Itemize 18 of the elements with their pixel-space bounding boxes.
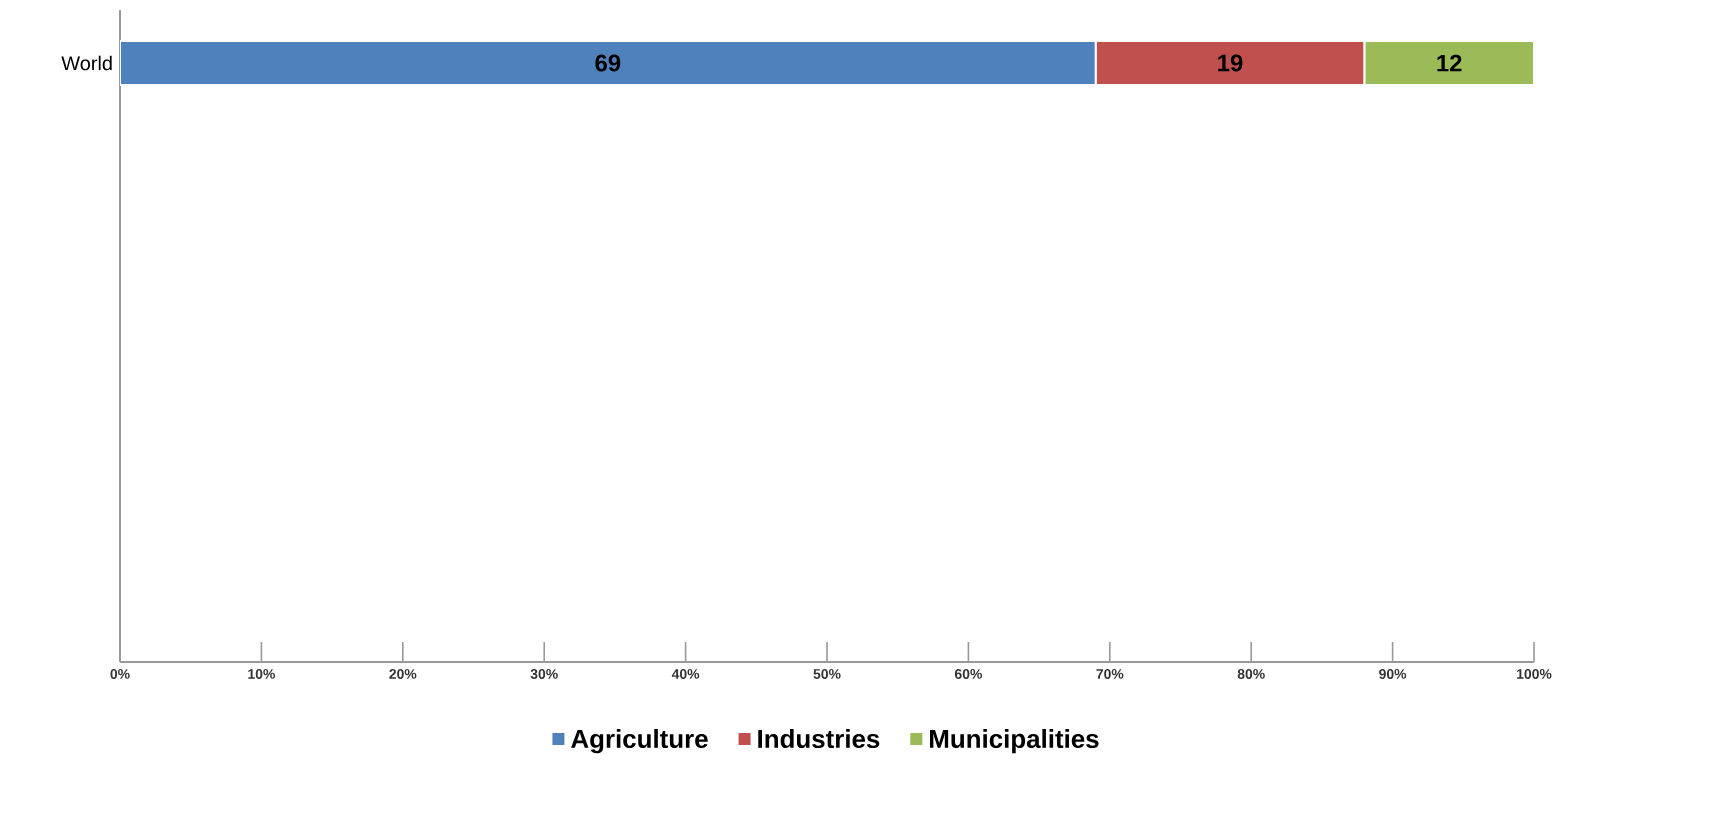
legend-label: Municipalities	[930, 729, 1099, 754]
x-tick-label: 40%	[671, 669, 700, 679]
data-label: 69	[595, 54, 621, 72]
y-tick-label: World	[61, 55, 112, 71]
x-tick-label: 20%	[389, 669, 417, 679]
legend-label: Industries	[758, 729, 880, 749]
x-tick-label: 30%	[530, 669, 558, 679]
x-tick-label: 100%	[1517, 669, 1552, 679]
x-tick-label: 60%	[954, 669, 982, 679]
x-tick-label: 0%	[110, 669, 130, 679]
data-label: 19	[1218, 54, 1243, 72]
x-tick-label: 50%	[813, 669, 841, 679]
legend-label: Agriculture	[571, 729, 708, 754]
x-tick-label: 70%	[1096, 669, 1124, 679]
x-tick-label: 10%	[248, 669, 275, 679]
x-tick-label: 90%	[1379, 669, 1407, 679]
data-label: 12	[1437, 54, 1462, 72]
x-tick-label: 80%	[1237, 669, 1265, 679]
